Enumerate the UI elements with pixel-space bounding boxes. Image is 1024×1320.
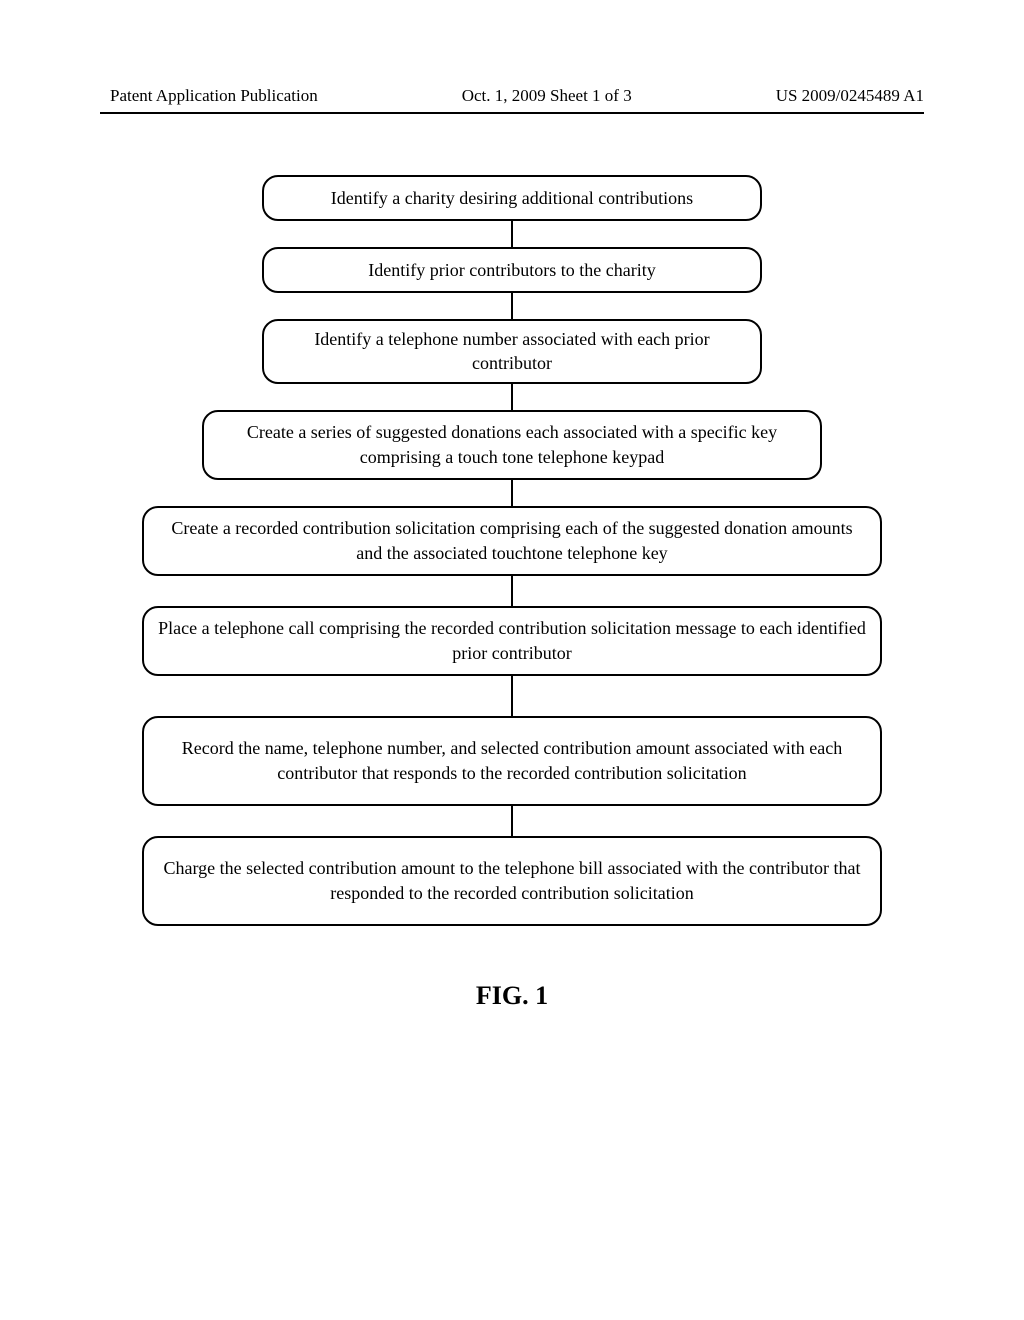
header-center: Oct. 1, 2009 Sheet 1 of 3 (462, 86, 632, 106)
flow-connector-4 (511, 480, 513, 506)
flow-node-7: Record the name, telephone number, and s… (142, 716, 882, 806)
flow-connector-1 (511, 221, 513, 247)
page: Patent Application Publication Oct. 1, 2… (0, 0, 1024, 1320)
flow-node-4: Create a series of suggested donations e… (202, 410, 822, 480)
flow-connector-6 (511, 676, 513, 716)
flow-node-1: Identify a charity desiring additional c… (262, 175, 762, 221)
flow-connector-3 (511, 384, 513, 410)
flow-node-8: Charge the selected contribution amount … (142, 836, 882, 926)
flowchart: Identify a charity desiring additional c… (0, 175, 1024, 1011)
flow-node-5: Create a recorded contribution solicitat… (142, 506, 882, 576)
header-rule (100, 112, 924, 114)
flow-node-6: Place a telephone call comprising the re… (142, 606, 882, 676)
figure-label: FIG. 1 (476, 981, 548, 1011)
flow-connector-7 (511, 806, 513, 836)
flow-node-3: Identify a telephone number associated w… (262, 319, 762, 384)
header-left: Patent Application Publication (110, 86, 318, 106)
flow-connector-2 (511, 293, 513, 319)
flow-connector-5 (511, 576, 513, 606)
page-header: Patent Application Publication Oct. 1, 2… (0, 86, 1024, 106)
header-right: US 2009/0245489 A1 (776, 86, 924, 106)
flow-node-2: Identify prior contributors to the chari… (262, 247, 762, 293)
